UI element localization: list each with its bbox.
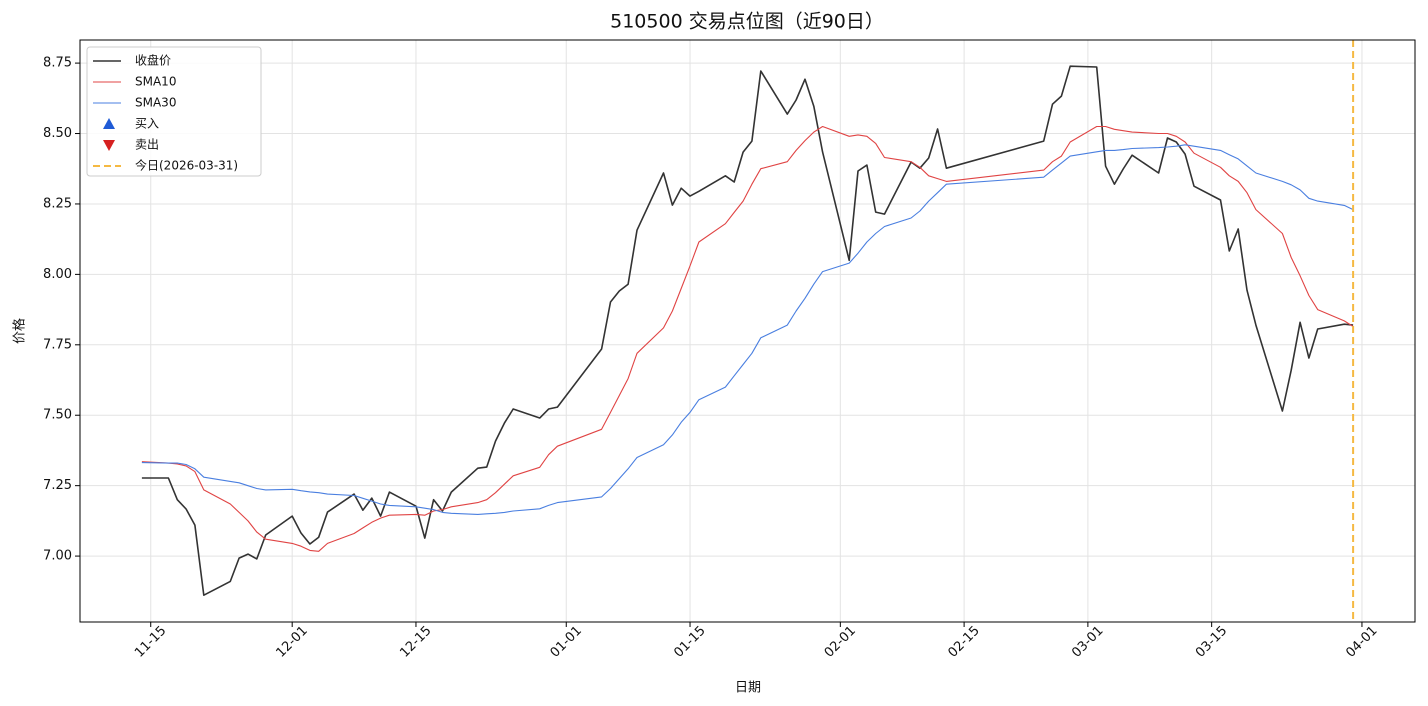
y-tick-label: 8.00	[43, 267, 72, 282]
x-tick-label: 02-01	[822, 623, 859, 660]
x-tick-label: 11-15	[132, 623, 169, 660]
legend-box	[86, 46, 262, 177]
legend-text: 今日(2026-03-31)	[135, 158, 238, 173]
plot-frame	[79, 39, 1416, 623]
y-tick-label: 7.75	[43, 337, 72, 352]
chart-title: 510500 交易点位图（近90日）	[610, 11, 884, 33]
x-tick-label: 12-15	[397, 623, 434, 660]
x-tick-label: 03-01	[1069, 623, 1106, 660]
legend-text: SMA10	[135, 75, 176, 89]
x-tick-label: 01-01	[548, 623, 585, 660]
x-tick-label: 04-01	[1343, 623, 1380, 660]
x-tick-label: 01-15	[671, 623, 708, 660]
legend-text: 收盘价	[135, 53, 171, 68]
x-axis-label: 日期	[735, 681, 761, 696]
y-tick-label: 8.75	[43, 56, 72, 71]
y-tick-label: 8.50	[43, 126, 72, 141]
y-tick-label: 8.25	[43, 196, 72, 211]
y-axis-label: 价格	[12, 318, 28, 344]
x-tick-label: 03-15	[1193, 623, 1230, 660]
y-tick-label: 7.25	[43, 478, 72, 493]
x-tick-label: 02-15	[945, 623, 982, 660]
legend-text: 买入	[135, 117, 159, 131]
series-line	[141, 125, 1354, 552]
legend-text: 卖出	[135, 138, 159, 152]
series-line	[141, 65, 1354, 596]
series-line	[141, 144, 1354, 515]
x-tick-label: 12-01	[274, 623, 311, 660]
legend-swatch	[103, 118, 115, 129]
y-tick-label: 7.50	[43, 408, 72, 423]
legend-swatch	[103, 140, 115, 151]
legend-text: SMA30	[135, 96, 176, 110]
y-tick-label: 7.00	[43, 549, 72, 564]
